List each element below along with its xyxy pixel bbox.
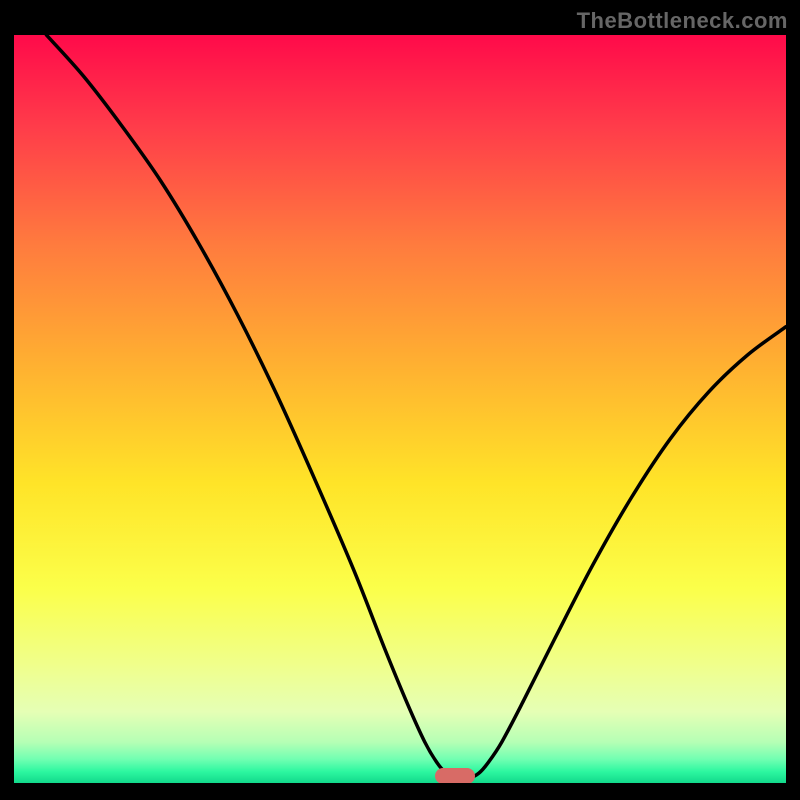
bottleneck-curve [46,35,786,778]
optimal-marker [435,768,475,783]
plot-area [14,35,786,783]
curve-layer [14,35,786,783]
watermark-text: TheBottleneck.com [577,8,788,34]
bottleneck-chart: TheBottleneck.com [0,0,800,800]
